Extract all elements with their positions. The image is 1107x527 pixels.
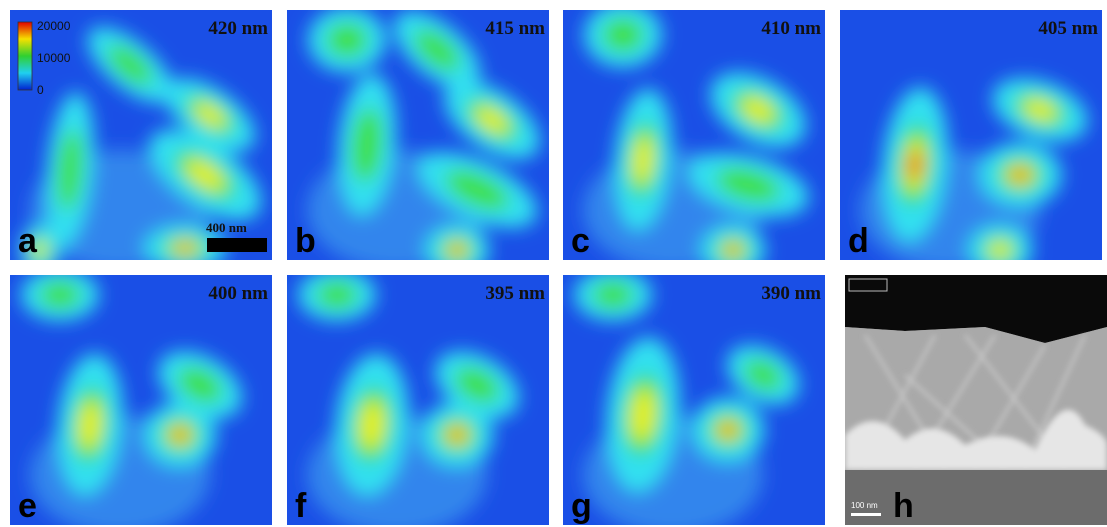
heat bbox=[574, 275, 800, 525]
blob bbox=[908, 150, 922, 180]
panel: 415 nm b bbox=[287, 10, 549, 260]
blob bbox=[602, 18, 644, 52]
image bbox=[10, 275, 272, 525]
blob bbox=[178, 367, 222, 403]
heat bbox=[20, 27, 262, 260]
blob bbox=[741, 97, 775, 123]
blob bbox=[632, 135, 654, 185]
panel: 390 nm g bbox=[563, 275, 825, 525]
blob bbox=[351, 107, 383, 183]
panel-letter: d bbox=[848, 222, 869, 260]
heat bbox=[860, 78, 1088, 260]
blob bbox=[33, 241, 47, 259]
panel-letter: a bbox=[18, 222, 38, 260]
colorbar-tick: 20000 bbox=[37, 19, 71, 33]
blob bbox=[450, 245, 464, 255]
wavelength-label: 400 nm bbox=[208, 283, 268, 304]
panel: 100 nm h bbox=[845, 275, 1107, 525]
panel-letter: f bbox=[295, 487, 307, 525]
blob bbox=[359, 400, 385, 450]
scale-bar bbox=[207, 238, 267, 252]
blob bbox=[475, 106, 509, 134]
image bbox=[563, 10, 825, 260]
panel-letter: c bbox=[571, 222, 590, 260]
blob bbox=[744, 359, 782, 391]
scale-bar-label: 400 nm bbox=[206, 220, 247, 235]
blob bbox=[185, 159, 225, 191]
image bbox=[845, 275, 1107, 525]
blob bbox=[721, 423, 735, 437]
wavelength-label: 415 nm bbox=[485, 18, 545, 39]
colorbar bbox=[17, 21, 33, 91]
blob bbox=[630, 388, 656, 442]
heat bbox=[583, 10, 809, 260]
blob bbox=[455, 367, 499, 403]
blob bbox=[57, 129, 83, 211]
panel-letter: h bbox=[893, 487, 914, 525]
sem-line bbox=[1023, 334, 1087, 466]
panel-letter: g bbox=[571, 487, 592, 525]
blob bbox=[445, 170, 509, 210]
image bbox=[287, 275, 549, 525]
sem-grains bbox=[845, 409, 1107, 470]
heat bbox=[298, 275, 519, 525]
panel: 420 nm a 20000 10000 0 400 nm bbox=[10, 10, 272, 260]
panel: 410 nm c bbox=[563, 10, 825, 260]
colorbar-tick: 10000 bbox=[37, 51, 71, 65]
blob bbox=[39, 281, 81, 309]
wavelength-label: 390 nm bbox=[761, 283, 821, 304]
blob bbox=[194, 102, 226, 128]
heat bbox=[21, 275, 242, 525]
sem-top bbox=[845, 275, 1107, 343]
sem-box bbox=[848, 278, 888, 292]
blob bbox=[726, 245, 740, 255]
wavelength-label: 395 nm bbox=[485, 283, 545, 304]
image bbox=[10, 10, 272, 260]
panel: 395 nm f bbox=[287, 275, 549, 525]
panels: 420 nm a 20000 10000 0 400 nm 415 nm b 410 nm c 40… bbox=[10, 10, 1107, 525]
blob bbox=[107, 45, 153, 85]
wavelength-label: 410 nm bbox=[761, 18, 821, 39]
scale-bar bbox=[851, 513, 881, 516]
blob bbox=[316, 281, 358, 309]
blob bbox=[1023, 99, 1057, 121]
blob bbox=[78, 400, 102, 450]
blob bbox=[177, 243, 193, 253]
blob bbox=[326, 23, 368, 57]
heat bbox=[307, 10, 540, 260]
image bbox=[287, 10, 549, 260]
panel: 400 nm e bbox=[10, 275, 272, 525]
blob bbox=[988, 241, 1012, 259]
blob bbox=[173, 428, 187, 442]
blob bbox=[450, 428, 464, 442]
panel: 405 nm d bbox=[840, 10, 1102, 260]
blob bbox=[716, 168, 780, 202]
panel-letter: e bbox=[18, 487, 37, 525]
wavelength-label: 405 nm bbox=[1038, 18, 1098, 39]
sem-substrate bbox=[845, 470, 1107, 525]
blob bbox=[414, 29, 460, 71]
scale-bar-label: 100 nm bbox=[851, 501, 878, 510]
colorbar-tick: 0 bbox=[37, 83, 44, 97]
image bbox=[840, 10, 1102, 260]
wavelength-label: 420 nm bbox=[208, 18, 268, 39]
blob bbox=[592, 281, 634, 309]
blob bbox=[1012, 168, 1028, 182]
image bbox=[563, 275, 825, 525]
panel-letter: b bbox=[295, 222, 316, 260]
